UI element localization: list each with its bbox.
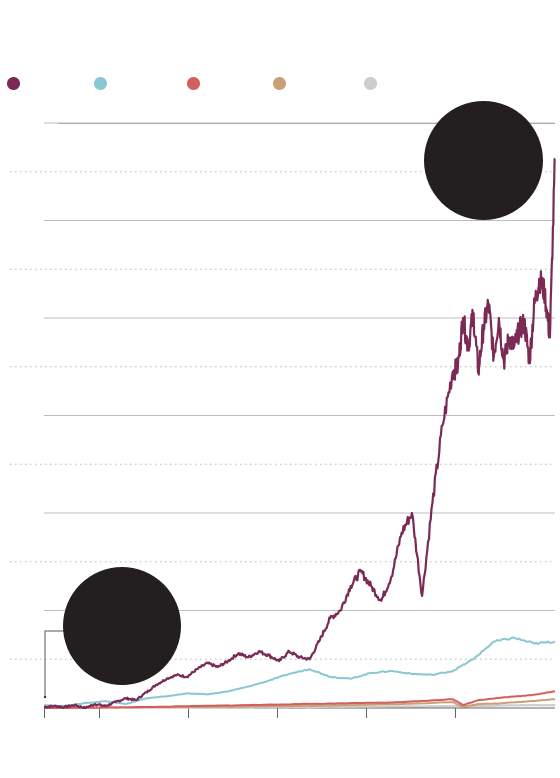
inset-bracket-marker [43,695,47,699]
legend-dot-series-1 [7,77,20,90]
legend-dot-series-2 [94,77,107,90]
series-line-1 [43,157,556,710]
legend-dot-series-4 [273,77,286,90]
legend-dot-series-3 [187,77,200,90]
legend-dot-series-5 [364,77,377,90]
series-line-3 [43,690,556,709]
bottom-left-circle-badge [63,567,181,685]
series-line-2 [43,636,556,707]
inset-bracket [44,630,70,696]
top-right-circle-badge [424,101,543,220]
